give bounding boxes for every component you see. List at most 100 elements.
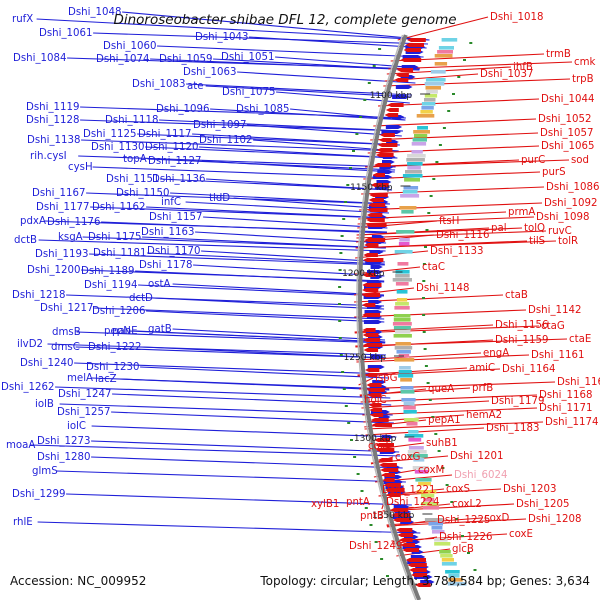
left-label-connector [206, 178, 392, 191]
gc-tick [363, 99, 367, 101]
left-label-connector [290, 108, 406, 121]
gc-tick [461, 535, 464, 537]
left-label-connector [205, 85, 412, 98]
left-gene-label: Dshi_1127 [148, 156, 201, 167]
right-strand-gene-arrow [364, 238, 386, 242]
right-strand-gene-arrow [376, 148, 393, 152]
left-gene-label: Dshi_1163 [141, 227, 194, 238]
right-strand-gene-arrow [362, 288, 379, 292]
left-gene-label: Dshi_1177 [36, 202, 89, 213]
right-label-connector [354, 309, 527, 318]
right-label-connector [386, 66, 512, 75]
right-gene-label: pepA1 [428, 415, 461, 426]
left-label-connector [135, 270, 385, 283]
left-gene-label: Dshi_1075 [222, 87, 275, 98]
gc-tick [441, 467, 445, 469]
left-label-connector [94, 307, 385, 320]
cog-feature-box [402, 190, 418, 194]
gc-tick [338, 303, 341, 305]
left-gene-label: ksgA [58, 232, 83, 243]
right-gene-label: Dshi_1221 [382, 485, 435, 496]
left-label-connector [80, 106, 406, 119]
gc-tick [347, 422, 351, 424]
right-strand-gene-arrow [368, 403, 382, 407]
left-gene-label: dctD [129, 293, 153, 304]
left-label-connector [76, 331, 386, 344]
scale-ticks: 1100 kbp 1150 kbp 1200 kbp 1250 kbp 1300 kbp… [342, 91, 433, 521]
backbone-shadow [356, 34, 417, 600]
left-gene-label: Dshi_1247 [58, 389, 111, 400]
scale-tick-label: 1250 kbp [344, 353, 387, 363]
right-gene-label: Dshi_1065 [541, 141, 594, 152]
right-label-connector [355, 338, 568, 347]
cog-feature-box [405, 170, 422, 174]
right-label-connector [365, 427, 485, 436]
left-label-connector [186, 83, 412, 96]
right-label-connector [368, 442, 425, 451]
left-strand-gene-arrow [392, 95, 410, 99]
left-gene-label: Dshi_1280 [37, 452, 90, 463]
right-gene-label: tolQ [524, 223, 545, 234]
gc-tick [356, 473, 360, 475]
left-strand-gene-arrow [370, 265, 383, 269]
right-gene-label: Dshi_1018 [490, 12, 543, 23]
right-strand-gene-arrow [375, 443, 394, 447]
gene-labels: rufX Dshi_1048 Dshi_1043 Dshi_1061 Dshi_1060… [1, 7, 600, 555]
gc-tick [340, 235, 344, 237]
left-gene-label: Dshi_1096 [156, 104, 209, 115]
left-label-connector [185, 201, 390, 214]
right-strand-gene-arrow [394, 78, 409, 82]
right-label-connector [367, 145, 540, 154]
right-gene-label: engA [483, 348, 509, 359]
right-gene-label: xylB1 [311, 499, 339, 510]
left-label-connector [74, 362, 388, 375]
gc-tick [422, 297, 425, 299]
right-strand-gene-arrow [370, 413, 384, 417]
right-strand-gene-arrow [363, 348, 379, 352]
left-gene-label: lacZ [95, 374, 117, 385]
left-label-connector [112, 393, 392, 406]
right-label-connector [354, 325, 540, 334]
left-gene-label: ate [187, 81, 204, 92]
right-strand-gene-arrow [376, 448, 395, 452]
left-gene-label: Dshi_1084 [13, 53, 66, 64]
right-gene-label: holC [364, 395, 387, 406]
right-gene-label: Dshi_1057 [540, 128, 593, 139]
cog-feature-box [411, 150, 423, 154]
left-gene-label: ostA [148, 279, 171, 290]
left-label-connector [75, 346, 387, 359]
left-gene-label: Dshi_1181 [93, 248, 146, 259]
gc-tick [350, 439, 353, 441]
left-label-connector [91, 456, 403, 469]
gc-tick [422, 314, 426, 316]
left-gene-label: Dshi_1125 [83, 129, 136, 140]
left-label-connector [159, 119, 403, 132]
gc-tick [473, 569, 477, 571]
cog-feature-box [392, 322, 412, 326]
left-strand-gene-arrow [395, 85, 413, 89]
cog-feature-box [408, 446, 424, 450]
right-gene-label: Dshi_1226 [439, 532, 492, 543]
left-gene-label: Dshi_1048 [68, 7, 121, 18]
left-gene-label: Dshi_1189 [81, 266, 134, 277]
left-label-connector [122, 11, 430, 41]
left-gene-label: dmsB [52, 327, 81, 338]
gc-tick [452, 93, 455, 95]
right-strand-gene-arrow [397, 533, 414, 537]
right-strand-gene-arrow [366, 218, 385, 222]
left-gene-label: iolB [35, 399, 54, 410]
left-gene-label: Dshi_1083 [132, 79, 185, 90]
right-gene-label: Dshi_1164 [502, 364, 555, 375]
left-label-connector [101, 221, 387, 234]
left-gene-label: Dshi_1178 [139, 260, 192, 271]
backbone-arc [358, 34, 422, 600]
gc-tick [434, 433, 438, 435]
cog-feature-box [431, 526, 443, 530]
cog-feature-box [434, 538, 448, 542]
cog-feature-box [426, 90, 438, 94]
cog-feature-box [395, 342, 411, 346]
left-label-connector [111, 411, 394, 424]
right-strand-gene-arrow [370, 418, 389, 422]
gc-tick [369, 524, 373, 526]
right-strand-gene-arrow [362, 328, 376, 332]
